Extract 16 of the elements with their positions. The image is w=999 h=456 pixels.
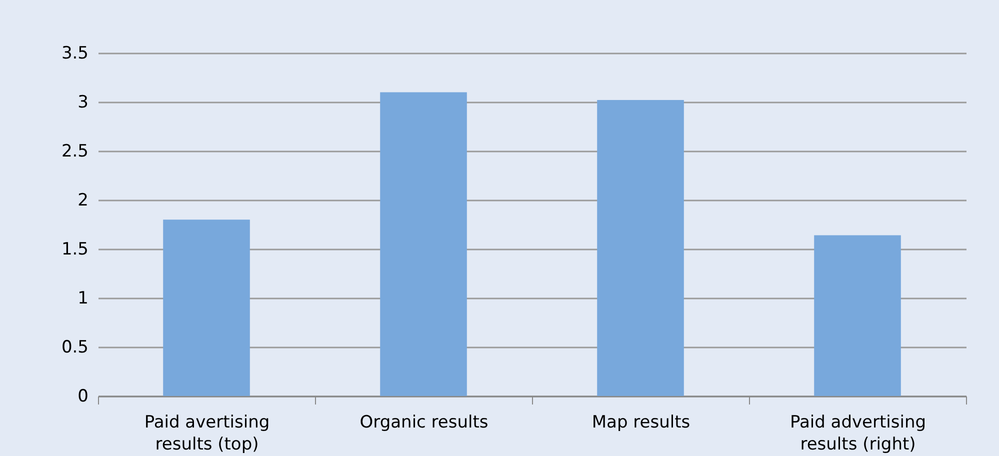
x-tick-label: Paid advertising results (right) bbox=[790, 412, 926, 454]
y-tick-label: 0.5 bbox=[61, 338, 88, 358]
bar bbox=[597, 100, 684, 396]
y-tick-label: 2 bbox=[78, 190, 88, 210]
x-tick-label: Organic results bbox=[360, 412, 488, 432]
y-tick-label: 3.5 bbox=[61, 44, 88, 64]
bar bbox=[163, 220, 250, 396]
bar bbox=[380, 92, 467, 396]
y-tick-label: 0 bbox=[78, 386, 88, 406]
x-tick-label: Paid avertising results (top) bbox=[144, 412, 270, 454]
bar bbox=[814, 235, 901, 396]
y-tick-label: 2.5 bbox=[61, 142, 88, 162]
x-tick-label: Map results bbox=[592, 412, 690, 432]
y-tick-label: 1.5 bbox=[61, 240, 88, 260]
y-tick-label: 1 bbox=[78, 288, 88, 308]
y-tick-label: 3 bbox=[78, 92, 88, 112]
